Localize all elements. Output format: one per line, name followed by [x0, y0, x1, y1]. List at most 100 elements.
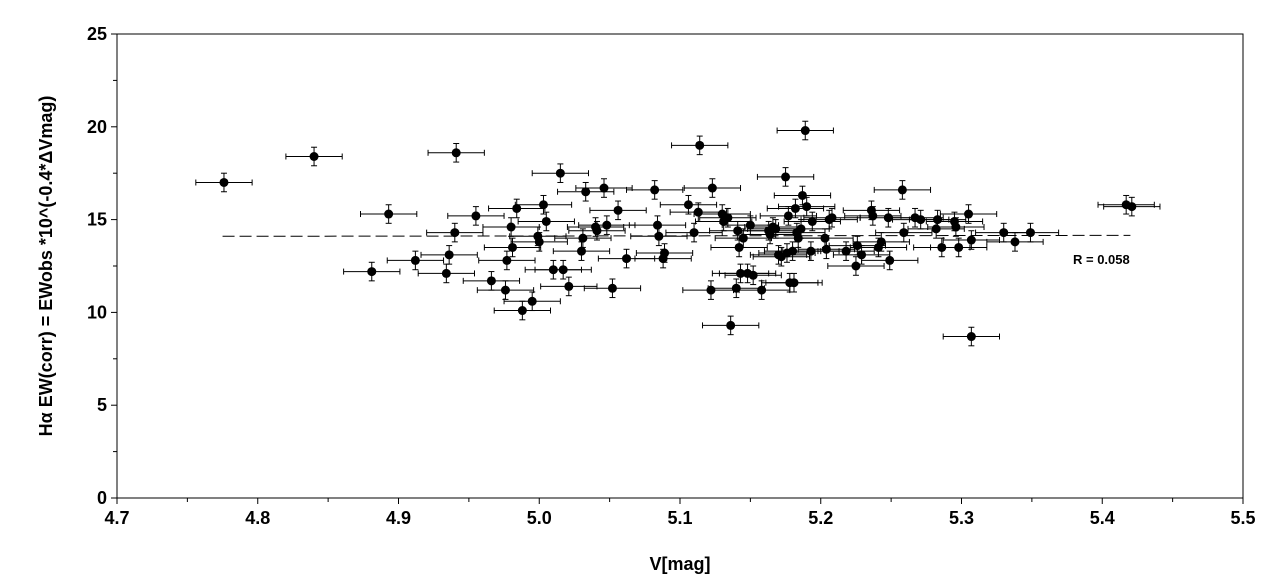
point-marker [410, 255, 420, 265]
point-marker [367, 267, 377, 277]
y-axis-title: Hα EW(corr) = EWobs *10^(-0.4*ΔVmag) [36, 96, 56, 437]
point-marker [444, 250, 454, 260]
point-marker [806, 246, 816, 256]
data-point [510, 232, 568, 252]
data-point [817, 241, 875, 261]
point-marker [797, 190, 807, 200]
data-point [417, 263, 476, 284]
point-marker [451, 148, 461, 158]
x-tick-label: 4.8 [245, 508, 270, 528]
point-marker [652, 220, 662, 230]
data-point [986, 232, 1044, 252]
data-point [583, 278, 642, 299]
x-tick-label: 5.0 [527, 508, 552, 528]
data-point [1001, 222, 1060, 243]
point-marker [650, 185, 660, 195]
point-marker [654, 231, 664, 241]
point-marker [564, 281, 574, 291]
point-marker [954, 242, 964, 252]
point-marker [506, 222, 516, 232]
data-point [488, 198, 546, 219]
point-marker [951, 222, 961, 232]
x-tick-label: 5.3 [949, 508, 974, 528]
point-marker [219, 177, 229, 187]
point-marker [512, 203, 522, 213]
data-point [483, 237, 542, 258]
point-marker [471, 211, 481, 221]
point-marker [789, 278, 799, 288]
data-point [426, 222, 484, 243]
point-marker [450, 228, 460, 238]
point-marker [578, 233, 588, 243]
data-point [420, 245, 478, 265]
data-point [861, 250, 919, 271]
point-marker [541, 216, 551, 226]
data-point [773, 185, 832, 206]
point-marker [693, 207, 703, 217]
point-marker [384, 209, 394, 219]
data-point [285, 146, 343, 167]
x-tick-label: 4.7 [104, 508, 129, 528]
data-points [195, 120, 1161, 347]
data-point [517, 211, 575, 232]
data-point [699, 207, 757, 228]
point-marker [733, 226, 743, 236]
point-marker [807, 216, 817, 226]
data-point [694, 211, 753, 232]
point-marker [796, 224, 806, 234]
point-marker [1010, 237, 1020, 247]
point-marker [502, 255, 512, 265]
x-tick-label: 5.4 [1090, 508, 1115, 528]
data-point [493, 300, 552, 321]
point-marker [486, 276, 496, 286]
point-marker [876, 237, 886, 247]
data-point [665, 222, 723, 243]
data-point [578, 215, 636, 235]
point-marker [441, 268, 451, 278]
data-point [702, 315, 760, 336]
data-point [462, 271, 521, 291]
point-marker [841, 246, 851, 256]
data-point [554, 228, 612, 248]
data-point [427, 143, 485, 163]
data-point [875, 222, 933, 243]
point-marker [827, 213, 837, 223]
data-point [942, 230, 1001, 250]
y-tick-label: 10 [87, 302, 107, 322]
point-marker [800, 126, 810, 136]
data-point [942, 326, 1001, 347]
point-marker [592, 226, 602, 236]
x-axis-ticks: 4.7 4.8 4.9 5.0 5.1 5.2 5.3 5.4 5.5 [104, 498, 1256, 528]
point-marker [607, 283, 617, 293]
data-point [478, 250, 536, 271]
r-annotation: R = 0.058 [1073, 252, 1130, 267]
data-point [635, 243, 694, 263]
y-tick-label: 5 [97, 395, 107, 415]
data-point [195, 172, 253, 193]
point-marker [508, 242, 518, 252]
data-point [386, 250, 445, 271]
data-point [682, 280, 740, 300]
x-tick-label: 4.9 [386, 508, 411, 528]
data-point [447, 206, 505, 226]
point-marker [517, 306, 527, 316]
data-point [626, 180, 684, 200]
data-point [796, 228, 854, 248]
point-marker [757, 285, 767, 295]
point-marker [734, 242, 744, 252]
point-marker [500, 285, 510, 295]
point-marker [581, 187, 591, 197]
point-marker [885, 255, 895, 265]
data-point [756, 167, 815, 187]
y-tick-label: 20 [87, 117, 107, 137]
point-marker [726, 320, 736, 330]
data-point [514, 194, 573, 215]
point-marker [613, 205, 623, 215]
point-marker [534, 237, 544, 247]
data-point [540, 276, 598, 297]
data-point [476, 280, 535, 300]
data-point [552, 241, 611, 261]
data-point [630, 226, 688, 247]
point-marker [689, 228, 699, 238]
